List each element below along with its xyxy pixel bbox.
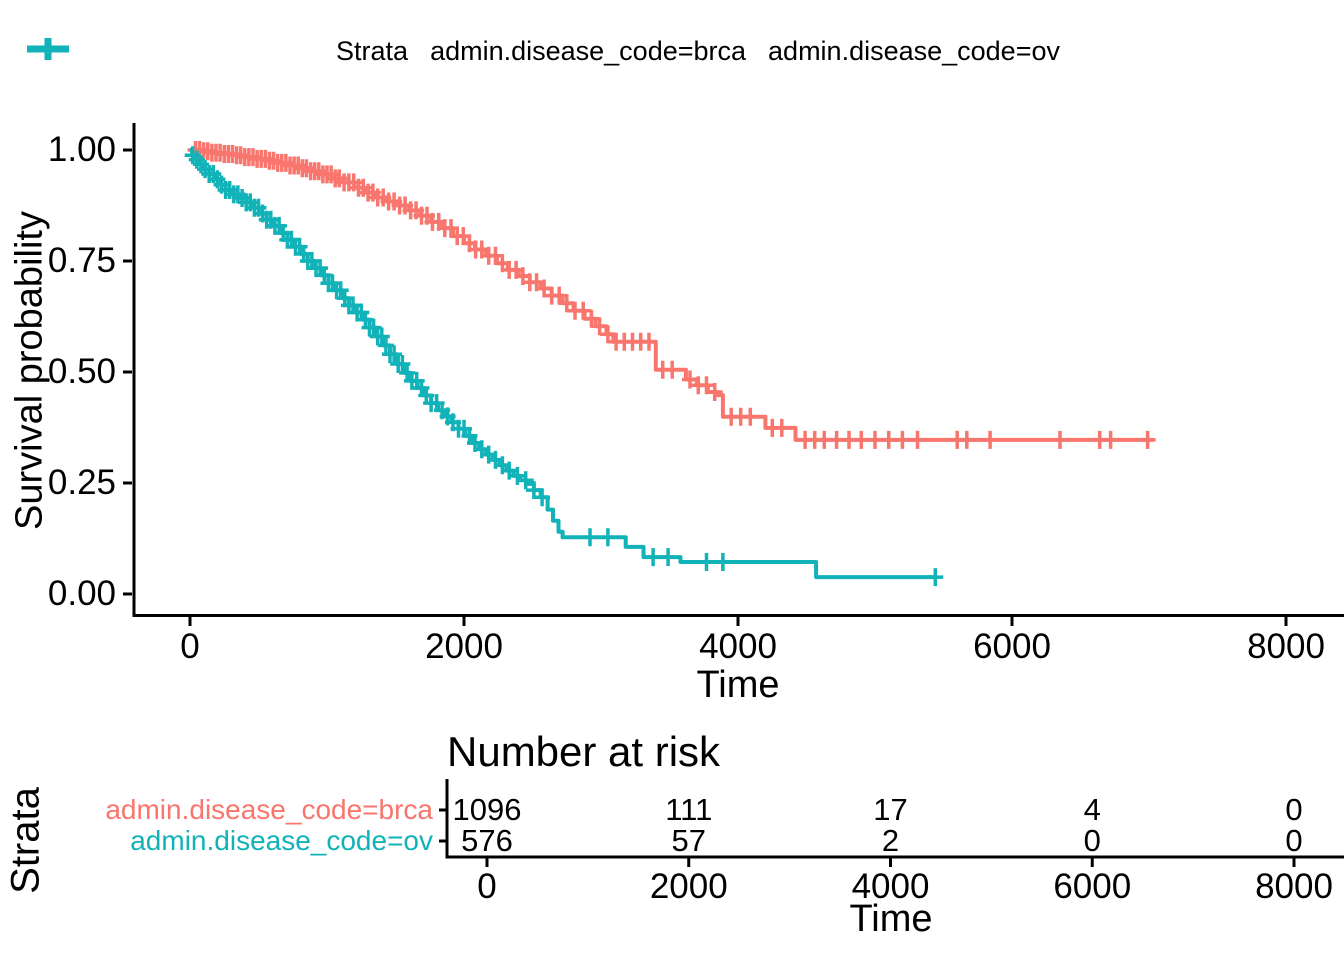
risk-tick-label: 8000 (1255, 867, 1333, 906)
risk-count: 576 (461, 823, 513, 858)
legend-item-ov: admin.disease_code=ov (27, 36, 1060, 67)
x-tick-label: 6000 (973, 627, 1051, 666)
ov-plus-key-icon (27, 38, 69, 60)
risk-count: 17 (873, 792, 908, 827)
x-tick-label: 2000 (425, 627, 503, 666)
censor-marks-brca (187, 141, 1156, 449)
risk-table-title: Number at risk (447, 728, 721, 775)
legend-label-brca: admin.disease_code=brca (430, 36, 747, 66)
x-tick-label: 0 (180, 627, 200, 666)
y-tick-label: 1.00 (47, 130, 116, 169)
x-tick-label: 8000 (1247, 627, 1325, 666)
y-tick-label: 0.75 (47, 241, 116, 280)
censor-marks-ov (184, 146, 944, 587)
legend-item-brca: admin.disease_code=brca (27, 36, 747, 67)
risk-tick-label: 4000 (851, 867, 930, 906)
x-axis-title: Time (696, 664, 780, 706)
km-curve-brca (190, 148, 1154, 442)
risk-tick-label: 0 (477, 867, 497, 906)
risk-row-label-brca: admin.disease_code=brca (105, 794, 433, 825)
risk-count: 1096 (452, 792, 522, 827)
risk-count: 0 (1285, 823, 1303, 858)
x-tick-label: 4000 (699, 627, 777, 666)
km-curve-ov (190, 148, 936, 580)
risk-count: 111 (665, 792, 713, 827)
risk-count: 0 (1285, 792, 1303, 827)
risk-tick-label: 6000 (1053, 867, 1132, 906)
risk-table-x-title: Time (849, 898, 933, 940)
risk-count: 0 (1083, 823, 1101, 858)
risk-row-label-ov: admin.disease_code=ov (130, 825, 433, 856)
legend-label-ov: admin.disease_code=ov (768, 36, 1060, 66)
risk-tick-label: 2000 (649, 867, 728, 906)
y-tick-label: 0.25 (47, 463, 116, 502)
y-tick-label: 0.00 (47, 574, 116, 613)
legend: Strata admin.disease_code=brca admin.dis… (26, 36, 1344, 67)
risk-count: 2 (881, 823, 900, 858)
risk-count: 57 (671, 823, 706, 858)
risk-count: 4 (1083, 792, 1101, 827)
y-tick-label: 0.50 (47, 352, 116, 391)
legend-title: Strata (336, 36, 409, 66)
